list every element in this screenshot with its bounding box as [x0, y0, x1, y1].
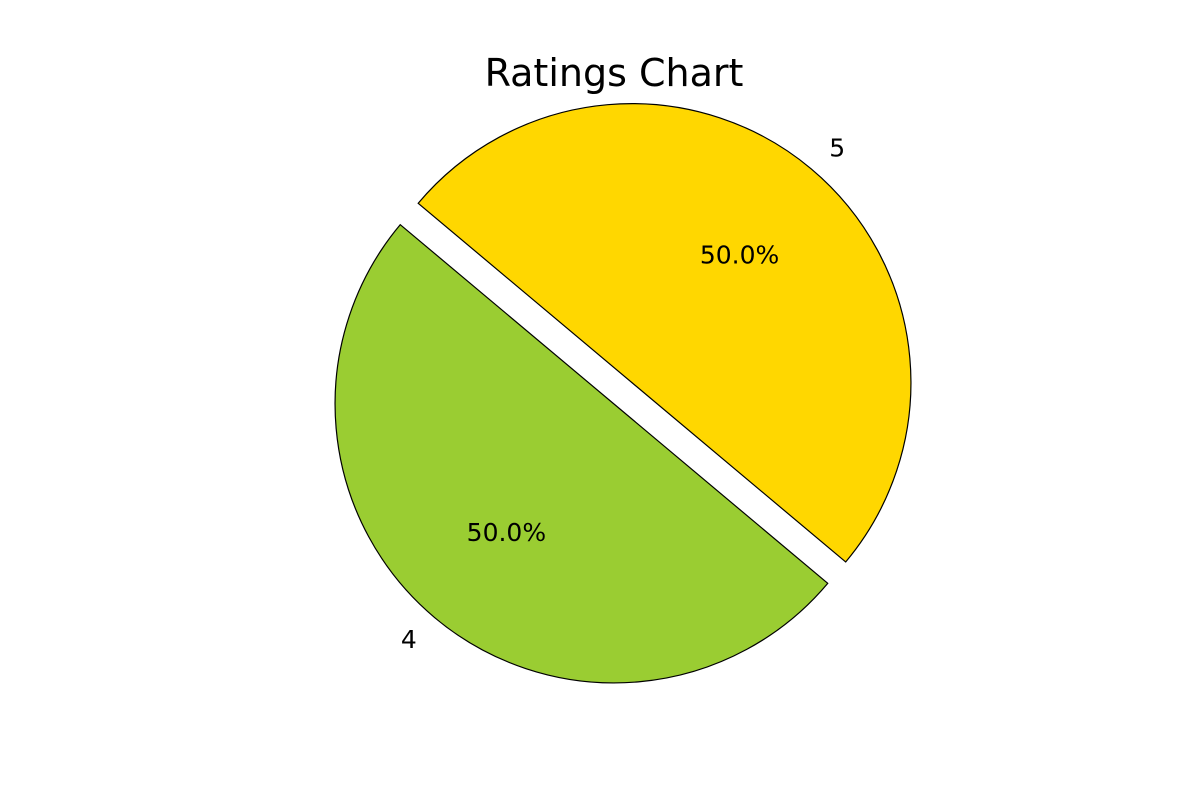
pie-slices: [334, 103, 912, 684]
pie-slice-5: [417, 103, 912, 563]
slice-label-4: 4: [401, 625, 417, 654]
pie-slice-4: [334, 223, 829, 684]
chart-title: Ratings Chart: [485, 51, 744, 95]
slice-label-5: 5: [829, 134, 845, 163]
pie-labels: 4 50.0% 5 50.0%: [401, 134, 845, 655]
slice-percent-4: 50.0%: [467, 518, 546, 547]
slice-percent-5: 50.0%: [700, 240, 779, 269]
